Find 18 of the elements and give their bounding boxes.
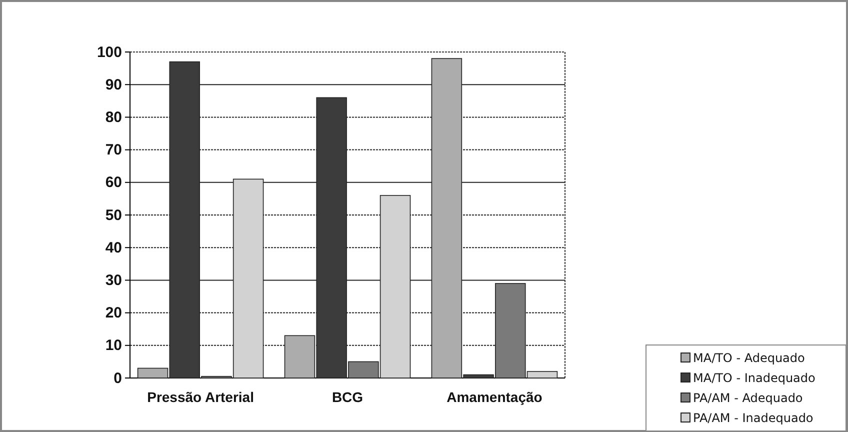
x-tick-label: Pressão Arterial [147, 388, 254, 405]
y-tick-label: 70 [105, 142, 122, 159]
y-tick-label: 60 [105, 174, 122, 192]
y-tick-label: 0 [114, 370, 122, 387]
y-tick-label: 40 [105, 239, 122, 256]
y-tick-label: 20 [105, 304, 122, 322]
legend-label: MA/TO - Adequado [693, 351, 805, 365]
y-tick-label: 100 [96, 44, 122, 61]
x-tick-label: Amamentação [446, 388, 542, 405]
legend-label: PA/AM - Inadequado [693, 411, 814, 425]
y-tick-label: 50 [105, 206, 122, 224]
y-tick-label: 80 [105, 109, 122, 126]
y-tick-label: 90 [105, 76, 122, 94]
legend-label: PA/AM - Adequado [693, 391, 803, 405]
y-tick-label: 30 [105, 272, 122, 289]
legend-label: MA/TO - Inadequado [693, 371, 816, 385]
y-tick-label: 10 [105, 337, 122, 354]
x-tick-label: BCG [332, 388, 364, 405]
